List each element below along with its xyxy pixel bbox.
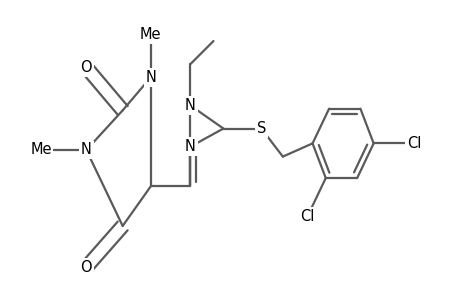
Text: Me: Me [140,27,161,42]
Text: N: N [185,98,196,113]
Text: O: O [80,60,92,75]
Text: O: O [80,260,92,275]
Text: N: N [81,142,92,158]
Text: Me: Me [30,142,51,158]
Text: N: N [185,139,196,154]
Text: Cl: Cl [406,136,420,151]
Text: Cl: Cl [300,208,314,224]
Text: S: S [256,121,265,136]
Text: N: N [145,70,156,85]
